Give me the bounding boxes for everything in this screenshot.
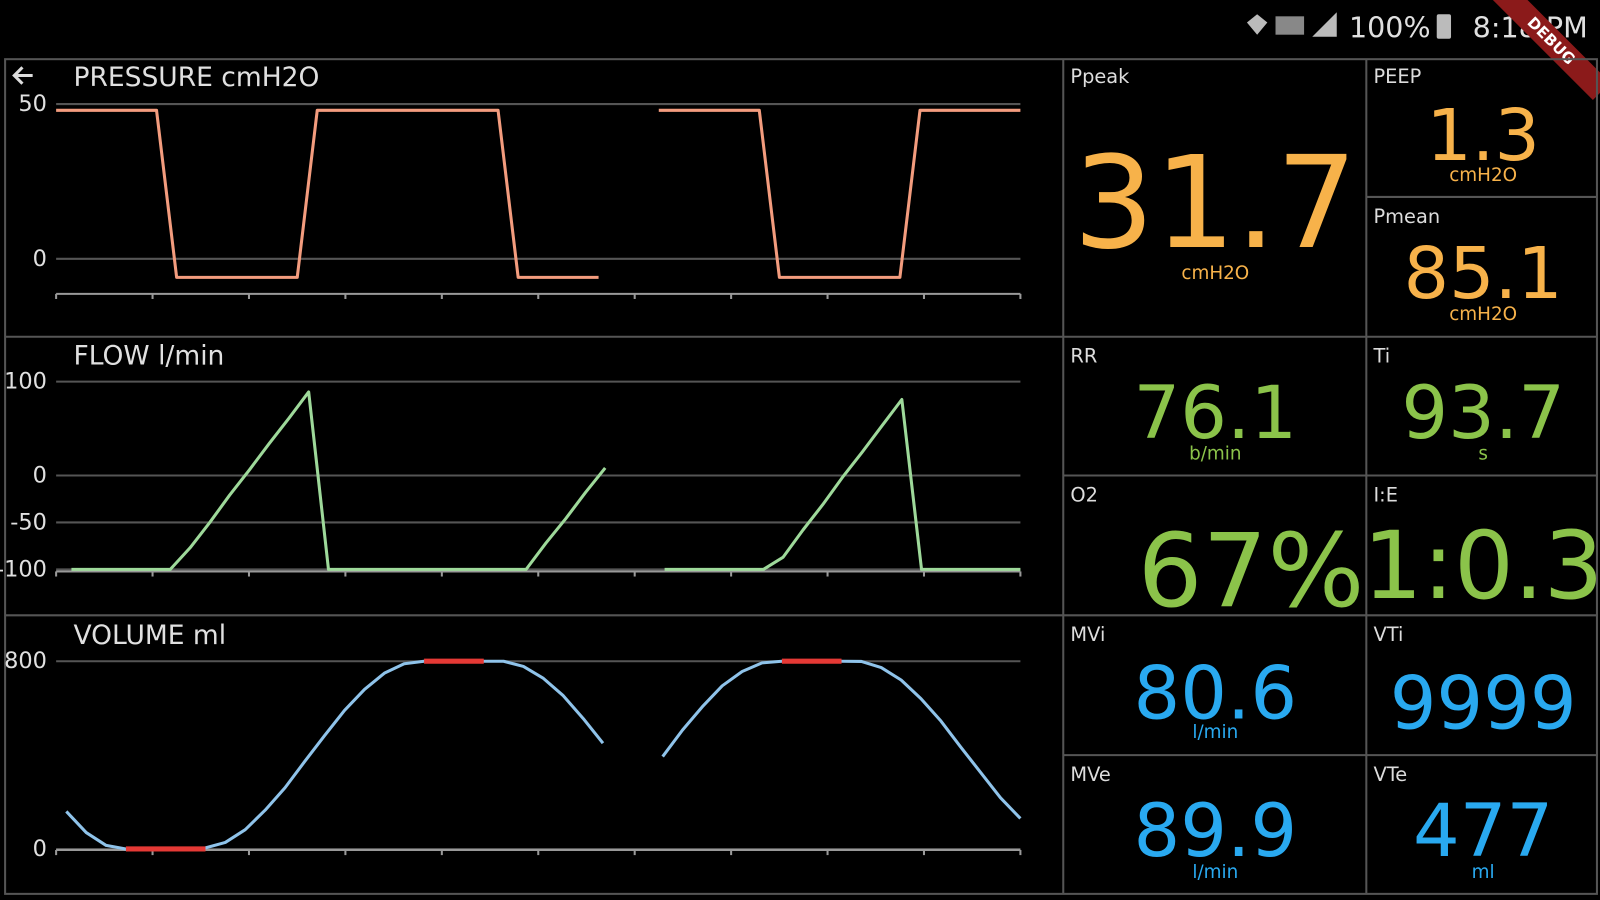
readout-value: 31.7 xyxy=(1073,130,1357,278)
waveform xyxy=(56,108,1021,279)
battery-text: 100% xyxy=(1349,11,1431,45)
readout-unit: cmH2O xyxy=(1181,263,1249,284)
readout-label: PEEP xyxy=(1373,65,1421,88)
readout-unit: ml xyxy=(1472,862,1495,883)
y-tick-label: 0 xyxy=(33,463,47,489)
readout-label: O2 xyxy=(1070,483,1098,506)
battery-icon xyxy=(1436,14,1452,39)
readout-value: 67% xyxy=(1138,512,1365,631)
readout-label: MVe xyxy=(1070,763,1110,786)
readout-label: VTi xyxy=(1373,623,1403,646)
readout-unit: l/min xyxy=(1192,862,1238,883)
readout-value: 1:0.3 xyxy=(1363,512,1600,621)
y-tick-label: -50 xyxy=(10,509,47,535)
readout-unit: l/min xyxy=(1192,722,1238,743)
waveform xyxy=(125,658,842,852)
chart-title: FLOW l/min xyxy=(73,341,224,372)
readout-unit: s xyxy=(1478,444,1488,465)
readout-unit: b/min xyxy=(1189,444,1241,465)
chart-title: PRESSURE cmH2O xyxy=(73,62,319,93)
readout-label: Ti xyxy=(1372,345,1390,368)
readout-value: 80.6 xyxy=(1134,651,1298,736)
network-icon xyxy=(1275,16,1305,35)
ribbon xyxy=(1491,0,1600,100)
frames xyxy=(4,58,1598,895)
readout-value: 9999 xyxy=(1390,662,1577,747)
chart-title: VOLUME ml xyxy=(73,620,226,651)
readout-value: 76.1 xyxy=(1134,371,1298,456)
wifi-icon xyxy=(1246,14,1268,35)
readout-label: I:E xyxy=(1373,483,1397,506)
readout-label: MVi xyxy=(1070,623,1105,646)
y-tick-label: 800 xyxy=(4,648,47,674)
readout-value: 89.9 xyxy=(1134,789,1298,874)
readout-label: RR xyxy=(1070,345,1097,368)
y-tick-label: 0 xyxy=(33,836,47,862)
status-icons xyxy=(1246,12,1452,39)
readout-value: 477 xyxy=(1413,789,1553,874)
readout-value: 93.7 xyxy=(1401,371,1565,456)
y-tick-label: 50 xyxy=(18,91,47,117)
y-tick-label: 0 xyxy=(33,246,47,272)
readout-label: Pmean xyxy=(1373,205,1440,228)
readout-unit: cmH2O xyxy=(1449,304,1517,325)
y-tick-label: 100 xyxy=(4,369,47,395)
readout-label: Ppeak xyxy=(1070,65,1130,88)
y-tick-label: -100 xyxy=(0,556,47,582)
readout-unit: cmH2O xyxy=(1449,165,1517,186)
back-button[interactable] xyxy=(12,66,33,85)
readout-value: 85.1 xyxy=(1404,232,1563,315)
waveform xyxy=(71,390,1021,571)
readout-label: VTe xyxy=(1373,763,1407,786)
signal-icon xyxy=(1312,12,1337,37)
readout-value: 1.3 xyxy=(1426,94,1540,177)
